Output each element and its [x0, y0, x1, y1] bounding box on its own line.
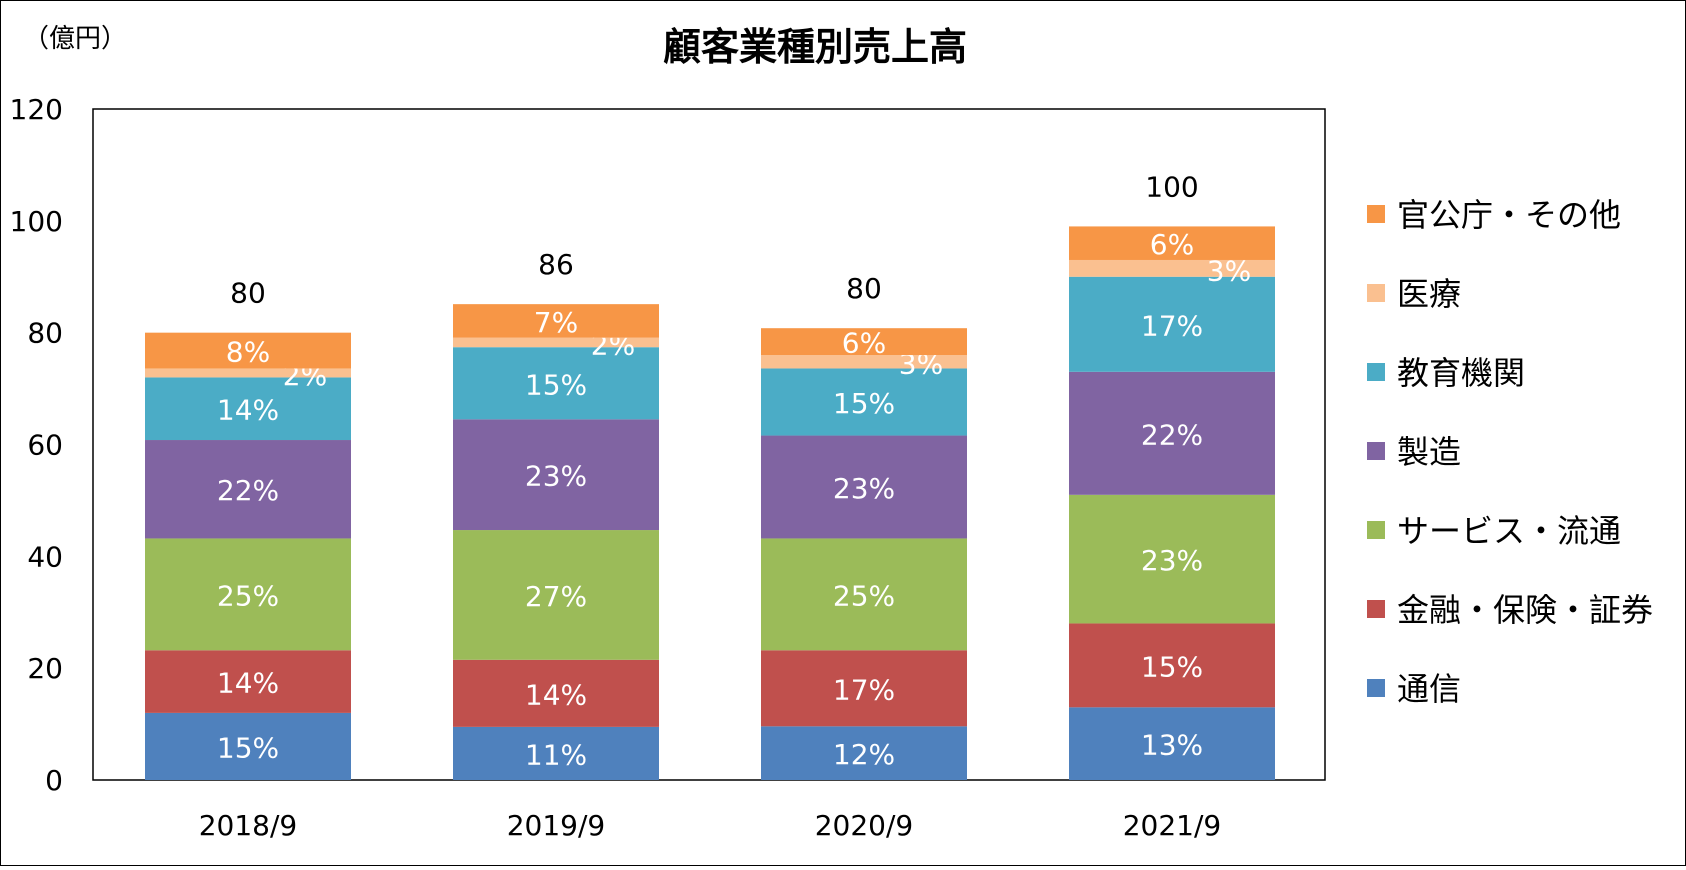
legend-label: 通信 [1397, 670, 1461, 708]
data-label: 14% [525, 678, 587, 711]
y-tick-label: 20 [27, 652, 63, 685]
data-label: 13% [1141, 729, 1203, 762]
bar-segment [145, 538, 351, 651]
legend-swatch [1367, 205, 1385, 223]
data-label: 8% [226, 336, 270, 369]
legend-label: サービス・流通 [1397, 512, 1621, 550]
data-label: 14% [217, 394, 279, 427]
y-tick-label: 0 [45, 764, 63, 797]
x-tick-label: 2020/9 [815, 809, 914, 842]
bar-segment [453, 530, 659, 660]
x-tick-label: 2019/9 [507, 809, 606, 842]
data-label: 15% [525, 368, 587, 401]
data-label: 15% [833, 387, 895, 420]
data-label: 17% [833, 673, 895, 706]
bar-segment [453, 304, 659, 338]
y-tick-label: 100 [10, 205, 63, 238]
data-label: 27% [525, 580, 587, 613]
legend-label: 教育機関 [1397, 354, 1525, 392]
bar-segment [145, 332, 351, 369]
data-label: 17% [1141, 309, 1203, 342]
data-label: 14% [217, 667, 279, 700]
bar-segment [761, 355, 967, 369]
x-tick-label: 2018/9 [199, 809, 298, 842]
bar-segment [453, 726, 659, 780]
legend-swatch [1367, 284, 1385, 302]
data-label: 12% [833, 738, 895, 771]
bar-segment [453, 337, 659, 348]
bar-segment [145, 377, 351, 441]
chart-title: 顧客業種別売上高 [663, 25, 967, 69]
data-label: 11% [525, 738, 587, 771]
unit-label: （億円） [23, 24, 127, 54]
bar-segment [761, 435, 967, 539]
bar-segment [1069, 371, 1275, 495]
bars: 15%14%25%22%14%2%8%8011%14%27%23%15%2%7%… [145, 170, 1275, 780]
bar-segment [761, 726, 967, 780]
y-tick-label: 80 [27, 317, 63, 350]
legend-swatch [1367, 679, 1385, 697]
bar-segment [453, 419, 659, 531]
data-label: 25% [217, 579, 279, 612]
data-label: 23% [1141, 544, 1203, 577]
data-label: 15% [217, 731, 279, 764]
bar-segment [1069, 259, 1275, 277]
bar-segment [761, 538, 967, 651]
total-label: 80 [230, 277, 266, 310]
legend-label: 製造 [1397, 433, 1461, 471]
data-label: 22% [217, 474, 279, 507]
legend-swatch [1367, 600, 1385, 618]
bar-segment [761, 368, 967, 436]
data-label: 7% [534, 306, 578, 339]
legend-label: 医療 [1397, 275, 1461, 313]
data-label: 6% [842, 327, 886, 360]
data-label: 15% [1141, 650, 1203, 683]
legend-swatch [1367, 442, 1385, 460]
y-tick-label: 120 [10, 93, 63, 126]
bar-segment [145, 368, 351, 378]
y-axis: 0 20 40 60 80 100 120 [10, 93, 63, 797]
bar-segment [145, 712, 351, 780]
data-label: 6% [1150, 228, 1194, 261]
y-tick-label: 40 [27, 540, 63, 573]
bar-segment [1069, 707, 1275, 780]
legend-label: 金融・保険・証券 [1397, 591, 1653, 629]
bar-segment [145, 440, 351, 539]
bar-segment [1069, 226, 1275, 260]
bar-segment [1069, 276, 1275, 372]
bar-segment [453, 659, 659, 727]
total-label: 80 [846, 272, 882, 305]
data-label: 23% [833, 472, 895, 505]
bar-segment [145, 650, 351, 713]
legend-swatch [1367, 363, 1385, 381]
data-label: 23% [525, 460, 587, 493]
legend-label: 官公庁・その他 [1397, 196, 1621, 234]
data-label: 25% [833, 579, 895, 612]
bar-segment [761, 650, 967, 727]
total-label: 100 [1145, 170, 1198, 203]
bar-segment [1069, 494, 1275, 624]
total-label: 86 [538, 248, 574, 281]
bar-segment [1069, 623, 1275, 708]
x-axis: 2018/9 2019/9 2020/9 2021/9 [199, 809, 1222, 842]
bar-segment [761, 328, 967, 356]
legend-swatch [1367, 521, 1385, 539]
data-label: 22% [1141, 418, 1203, 451]
bar-segment [453, 347, 659, 420]
y-tick-label: 60 [27, 429, 63, 462]
x-tick-label: 2021/9 [1123, 809, 1222, 842]
